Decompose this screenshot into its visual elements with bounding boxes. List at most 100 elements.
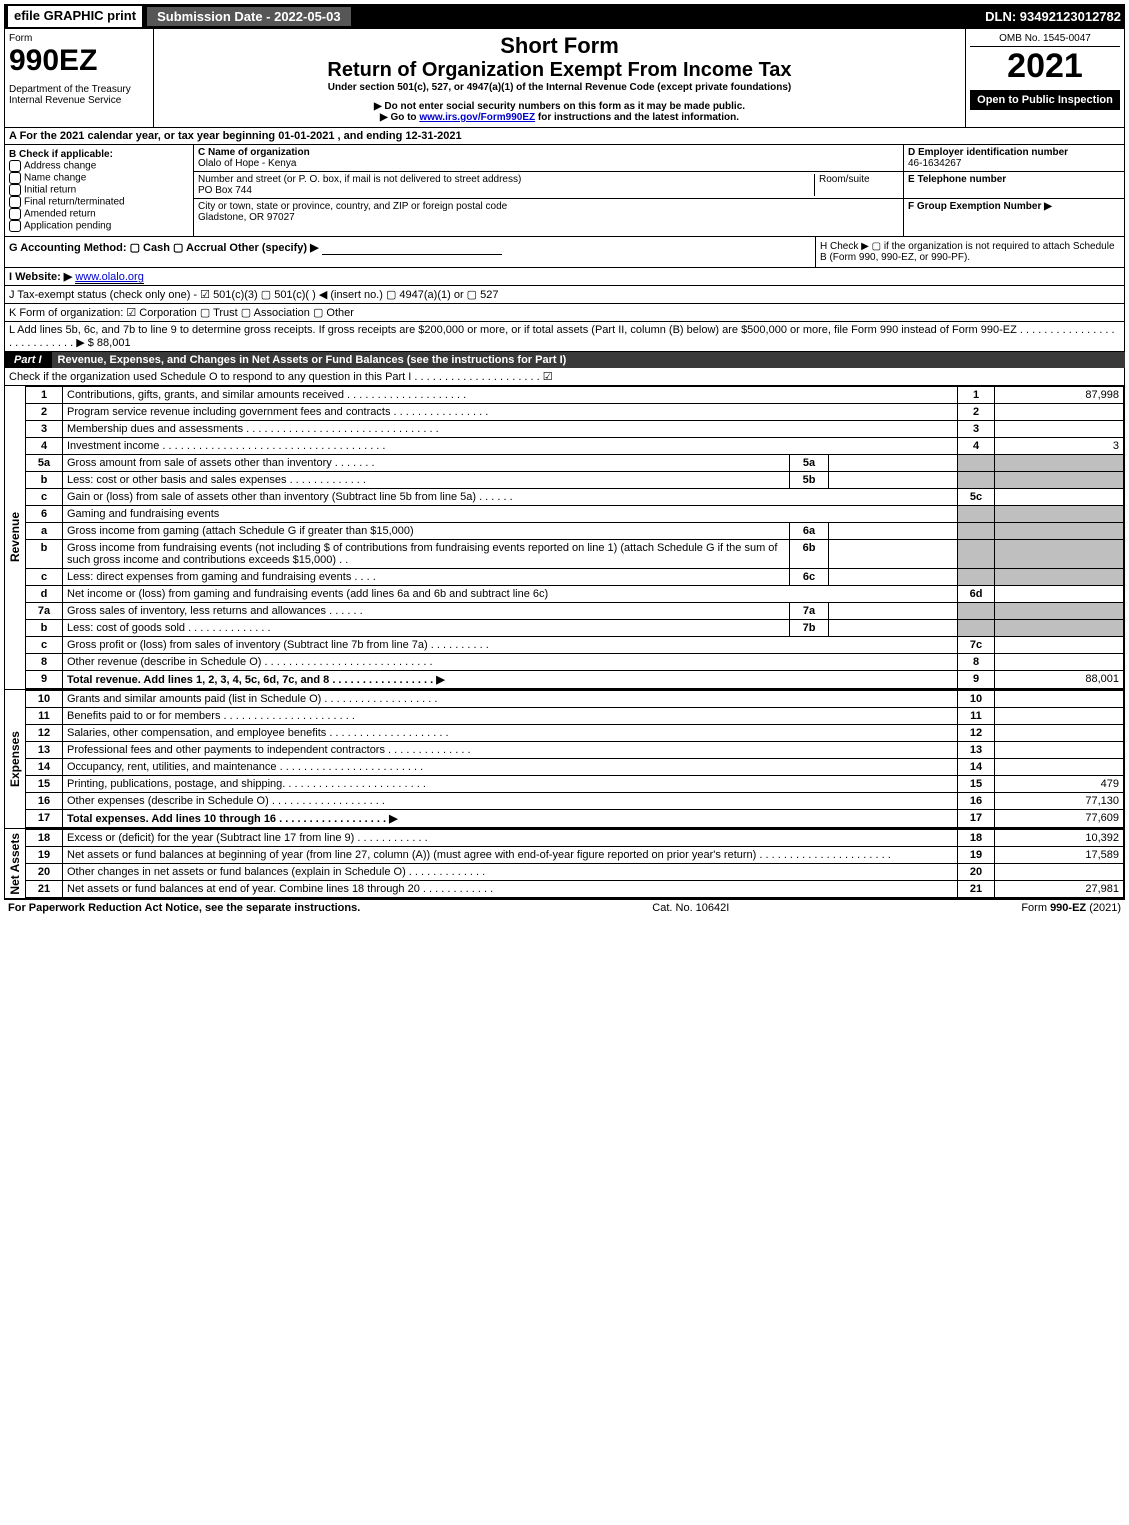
form-ref-prefix: Form (1021, 902, 1050, 914)
footer: For Paperwork Reduction Act Notice, see … (4, 899, 1125, 916)
line-6: 6Gaming and fundraising events (26, 506, 1124, 523)
d-label: D Employer identification number (908, 147, 1068, 158)
f-label: F Group Exemption Number ▶ (908, 201, 1052, 212)
goto-prefix: ▶ Go to (380, 112, 419, 123)
tax-year: 2021 (970, 47, 1120, 86)
street-label: Number and street (or P. O. box, if mail… (198, 174, 521, 185)
line-11: 11Benefits paid to or for members . . . … (26, 708, 1124, 725)
check-label: Final return/terminated (24, 197, 125, 208)
line-6a: aGross income from gaming (attach Schedu… (26, 523, 1124, 540)
goto-instruction: ▶ Go to www.irs.gov/Form990EZ for instru… (158, 112, 961, 123)
omb-number: OMB No. 1545-0047 (970, 33, 1120, 47)
check-label: Address change (24, 161, 96, 172)
net-assets-section: Net Assets 18Excess or (deficit) for the… (4, 829, 1125, 899)
part-1-title: Revenue, Expenses, and Changes in Net As… (52, 352, 1125, 368)
line-18: 18Excess or (deficit) for the year (Subt… (26, 830, 1124, 847)
check-name-change[interactable]: Name change (9, 172, 189, 184)
check-application-pending[interactable]: Application pending (9, 220, 189, 232)
line-8: 8Other revenue (describe in Schedule O) … (26, 654, 1124, 671)
submission-date: Submission Date - 2022-05-03 (146, 6, 352, 27)
cat-no: Cat. No. 10642I (652, 902, 729, 914)
irs-label: Internal Revenue Service (9, 95, 149, 106)
line-3: 3Membership dues and assessments . . . .… (26, 421, 1124, 438)
c-label: C Name of organization (198, 147, 310, 158)
e-label: E Telephone number (908, 174, 1006, 185)
line-7c: cGross profit or (loss) from sales of in… (26, 637, 1124, 654)
efile-print-label[interactable]: efile GRAPHIC print (8, 6, 142, 27)
line-20: 20Other changes in net assets or fund ba… (26, 864, 1124, 881)
entity-meta-block: B Check if applicable: Address change Na… (4, 145, 1125, 237)
subtitle: Under section 501(c), 527, or 4947(a)(1)… (158, 82, 961, 93)
line-4: 4Investment income . . . . . . . . . . .… (26, 438, 1124, 455)
form-ref-year: (2021) (1086, 902, 1121, 914)
open-public-inspection: Open to Public Inspection (970, 90, 1120, 110)
expenses-section: Expenses 10Grants and similar amounts pa… (4, 690, 1125, 829)
line-6b: bGross income from fundraising events (n… (26, 540, 1124, 569)
line-l: L Add lines 5b, 6c, and 7b to line 9 to … (4, 322, 1125, 352)
line-6c: cLess: direct expenses from gaming and f… (26, 569, 1124, 586)
check-label: Initial return (24, 185, 76, 196)
goto-link[interactable]: www.irs.gov/Form990EZ (419, 112, 535, 123)
dln: DLN: 93492123012782 (985, 9, 1121, 24)
city-value: Gladstone, OR 97027 (198, 212, 295, 223)
line-7a: 7aGross sales of inventory, less returns… (26, 603, 1124, 620)
paperwork-notice: For Paperwork Reduction Act Notice, see … (8, 902, 360, 914)
line-i: I Website: ▶ www.olalo.org (4, 268, 1125, 286)
line-a: A For the 2021 calendar year, or tax yea… (4, 128, 1125, 145)
part-1-check: Check if the organization used Schedule … (4, 368, 1125, 386)
ssn-warning: ▶ Do not enter social security numbers o… (158, 101, 961, 112)
side-label-revenue: Revenue (8, 512, 22, 562)
form-header: Form 990EZ Department of the Treasury In… (4, 29, 1125, 128)
line-16: 16Other expenses (describe in Schedule O… (26, 793, 1124, 810)
line-5a: 5aGross amount from sale of assets other… (26, 455, 1124, 472)
line-9: 9Total revenue. Add lines 1, 2, 3, 4, 5c… (26, 671, 1124, 689)
line-g: G Accounting Method: ▢ Cash ▢ Accrual Ot… (5, 237, 816, 267)
form-number: 990EZ (9, 44, 149, 78)
side-label-expenses: Expenses (8, 731, 22, 787)
accounting-method: G Accounting Method: ▢ Cash ▢ Accrual Ot… (9, 242, 319, 254)
website-link[interactable]: www.olalo.org (75, 271, 143, 284)
box-def: D Employer identification number 46-1634… (904, 145, 1124, 236)
top-bar: efile GRAPHIC print Submission Date - 20… (4, 4, 1125, 29)
line-6d: dNet income or (loss) from gaming and fu… (26, 586, 1124, 603)
form-ref: Form 990-EZ (2021) (1021, 902, 1121, 914)
org-name: Olalo of Hope - Kenya (198, 158, 296, 169)
line-k: K Form of organization: ☑ Corporation ▢ … (4, 304, 1125, 322)
short-form-title: Short Form (158, 33, 961, 59)
line-j: J Tax-exempt status (check only one) - ☑… (4, 286, 1125, 304)
line-15: 15Printing, publications, postage, and s… (26, 776, 1124, 793)
check-label: Amended return (24, 209, 96, 220)
line-10: 10Grants and similar amounts paid (list … (26, 691, 1124, 708)
dept-treasury: Department of the Treasury (9, 84, 149, 95)
room-suite-label: Room/suite (815, 174, 899, 196)
website-label: I Website: ▶ (9, 271, 72, 283)
side-label-netassets: Net Assets (8, 833, 22, 895)
line-12: 12Salaries, other compensation, and empl… (26, 725, 1124, 742)
check-initial-return[interactable]: Initial return (9, 184, 189, 196)
line-5c: cGain or (loss) from sale of assets othe… (26, 489, 1124, 506)
goto-suffix: for instructions and the latest informat… (535, 112, 739, 123)
check-address-change[interactable]: Address change (9, 160, 189, 172)
check-label: Name change (24, 173, 86, 184)
form-word: Form (9, 33, 149, 44)
check-label: Application pending (24, 221, 111, 232)
line-2: 2Program service revenue including gover… (26, 404, 1124, 421)
revenue-section: Revenue 1Contributions, gifts, grants, a… (4, 386, 1125, 690)
form-ref-number: 990-EZ (1050, 902, 1086, 914)
line-17: 17Total expenses. Add lines 10 through 1… (26, 810, 1124, 828)
box-c: C Name of organization Olalo of Hope - K… (194, 145, 904, 236)
part-1-label: Part I (4, 352, 52, 368)
line-21: 21Net assets or fund balances at end of … (26, 881, 1124, 898)
line-h: H Check ▶ ▢ if the organization is not r… (816, 237, 1124, 267)
line-1: 1Contributions, gifts, grants, and simil… (26, 387, 1124, 404)
line-7b: bLess: cost of goods sold . . . . . . . … (26, 620, 1124, 637)
box-b-title: B Check if applicable: (9, 149, 189, 160)
ein-value: 46-1634267 (908, 158, 961, 169)
line-19: 19Net assets or fund balances at beginni… (26, 847, 1124, 864)
line-14: 14Occupancy, rent, utilities, and mainte… (26, 759, 1124, 776)
line-5b: bLess: cost or other basis and sales exp… (26, 472, 1124, 489)
box-b: B Check if applicable: Address change Na… (5, 145, 194, 236)
check-amended-return[interactable]: Amended return (9, 208, 189, 220)
part-1-header: Part I Revenue, Expenses, and Changes in… (4, 352, 1125, 368)
check-final-return[interactable]: Final return/terminated (9, 196, 189, 208)
